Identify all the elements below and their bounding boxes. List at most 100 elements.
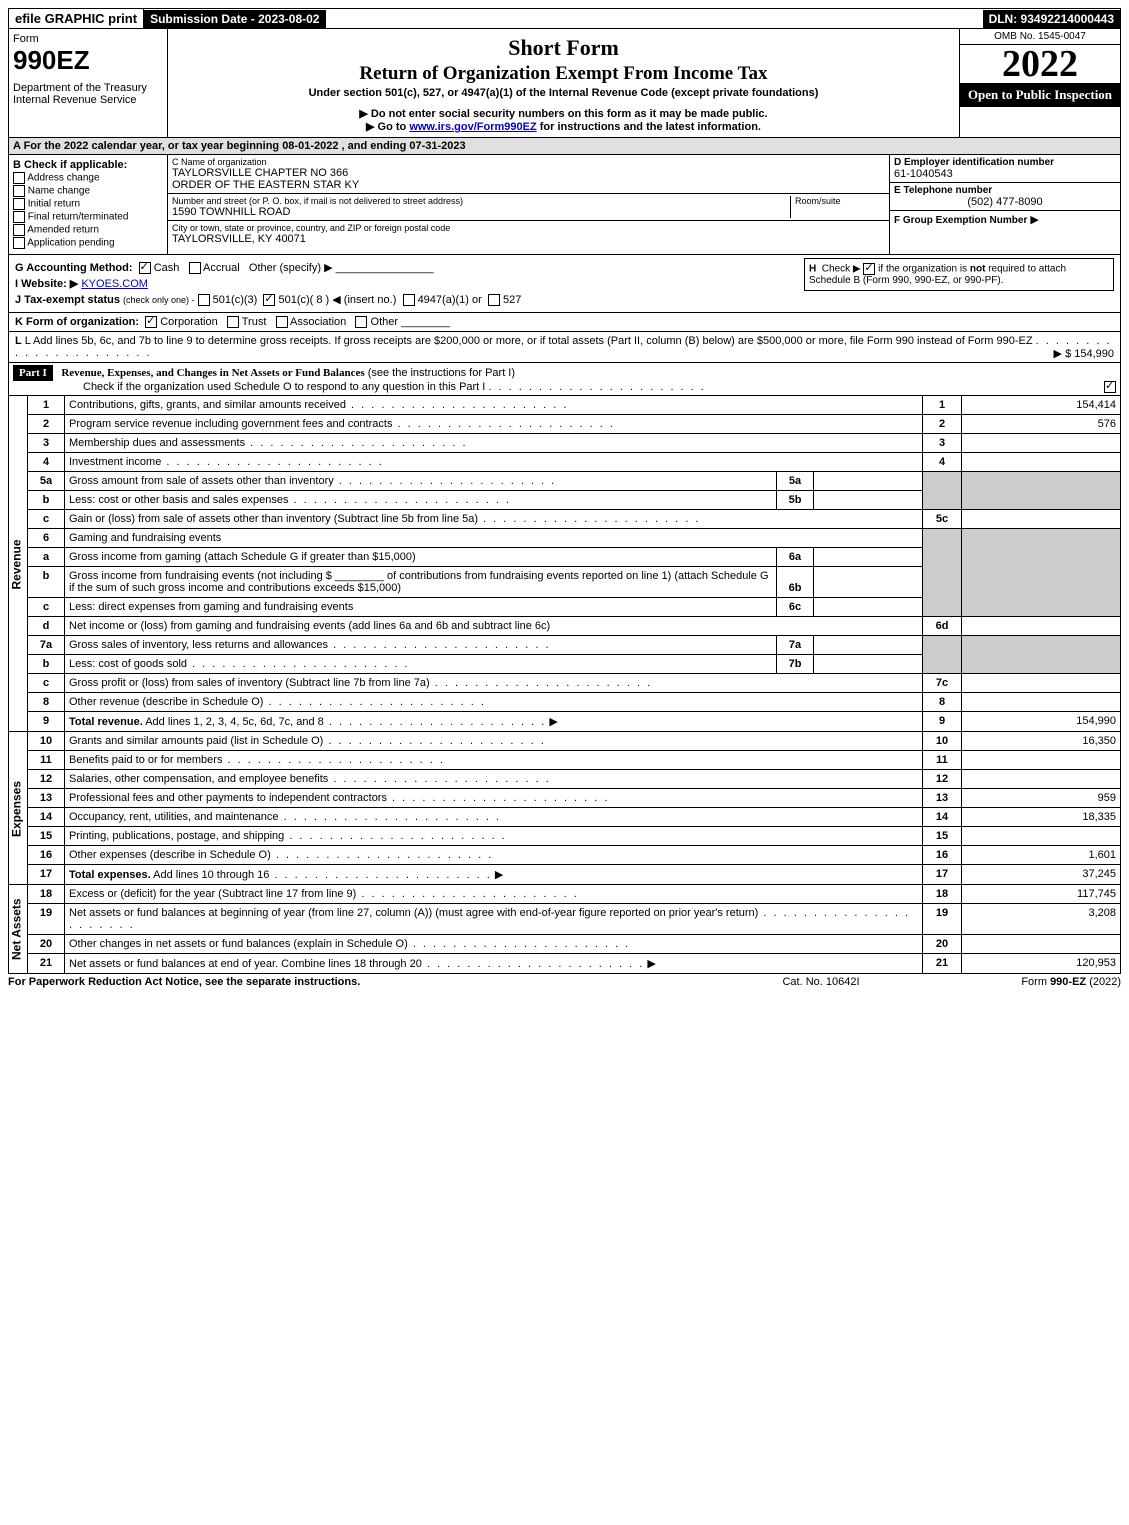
part-1-header: Part I Revenue, Expenses, and Changes in… [8, 363, 1121, 396]
line-6d-amt [962, 617, 1121, 636]
check-amended[interactable]: Amended return [13, 224, 163, 236]
check-corp[interactable] [145, 316, 157, 328]
line-2-col: 2 [923, 415, 962, 434]
line-12-amt [962, 770, 1121, 789]
efile-print-link[interactable]: efile GRAPHIC print [9, 9, 144, 28]
grey-6 [923, 529, 962, 617]
line-5a-desc: Gross amount from sale of assets other t… [69, 475, 334, 487]
org-info-block: B Check if applicable: Address change Na… [8, 155, 1121, 255]
line-5b-mid: 5b [777, 491, 814, 510]
line-8-num: 8 [28, 693, 65, 712]
line-20-amt [962, 935, 1121, 954]
form-label: Form [13, 33, 163, 45]
line-11-desc: Benefits paid to or for members [69, 754, 222, 766]
check-initial-return[interactable]: Initial return [13, 198, 163, 210]
line-7c-amt [962, 674, 1121, 693]
line-7b-num: b [28, 655, 65, 674]
line-18-num: 18 [28, 885, 65, 904]
line-15-desc: Printing, publications, postage, and shi… [69, 830, 284, 842]
line-13-amt: 959 [962, 789, 1121, 808]
subtitle: Under section 501(c), 527, or 4947(a)(1)… [172, 87, 955, 99]
open-inspection-badge: Open to Public Inspection [960, 83, 1120, 107]
check-501c3[interactable] [198, 294, 210, 306]
line-16-amt: 1,601 [962, 846, 1121, 865]
line-6b-num: b [28, 567, 65, 598]
line-9-amt: 154,990 [962, 712, 1121, 732]
website-link[interactable]: KYOES.COM [81, 278, 148, 290]
line-5c-num: c [28, 510, 65, 529]
line-19-desc: Net assets or fund balances at beginning… [69, 907, 758, 919]
line-2-amt: 576 [962, 415, 1121, 434]
phone-value: (502) 477-8090 [894, 196, 1116, 208]
line-11-amt [962, 751, 1121, 770]
line-9-desc: Total revenue. [69, 716, 143, 728]
check-527[interactable] [488, 294, 500, 306]
line-6b-mid: 6b [777, 567, 814, 598]
line-6c-mid: 6c [777, 598, 814, 617]
line-2-num: 2 [28, 415, 65, 434]
org-name-label: C Name of organization [172, 157, 885, 167]
room-label: Room/suite [795, 196, 885, 206]
line-14-amt: 18,335 [962, 808, 1121, 827]
grey-5 [923, 472, 962, 510]
line-17-num: 17 [28, 865, 65, 885]
line-10-col: 10 [923, 732, 962, 751]
check-pending[interactable]: Application pending [13, 237, 163, 249]
line-19-num: 19 [28, 904, 65, 935]
line-4-col: 4 [923, 453, 962, 472]
line-k: K Form of organization: Corporation Trus… [8, 313, 1121, 332]
line-6c-midval [814, 598, 923, 617]
check-other-org[interactable] [355, 316, 367, 328]
check-final-return[interactable]: Final return/terminated [13, 211, 163, 223]
check-name-change[interactable]: Name change [13, 185, 163, 197]
check-accrual[interactable] [189, 262, 201, 274]
line-19-col: 19 [923, 904, 962, 935]
revenue-section-label: Revenue [9, 396, 28, 732]
line-9-num: 9 [28, 712, 65, 732]
check-schedule-o[interactable] [1104, 381, 1116, 393]
grey-7-amt [962, 636, 1121, 674]
line-7c-num: c [28, 674, 65, 693]
line-20-col: 20 [923, 935, 962, 954]
check-501c[interactable] [263, 294, 275, 306]
line-11-num: 11 [28, 751, 65, 770]
grey-7 [923, 636, 962, 674]
grey-5-amt [962, 472, 1121, 510]
line-10-desc: Grants and similar amounts paid (list in… [69, 735, 323, 747]
line-11-col: 11 [923, 751, 962, 770]
line-5b-midval [814, 491, 923, 510]
check-trust[interactable] [227, 316, 239, 328]
catalog-number: Cat. No. 10642I [721, 976, 921, 988]
org-name-2: ORDER OF THE EASTERN STAR KY [172, 179, 885, 191]
check-address-change[interactable]: Address change [13, 172, 163, 184]
line-15-amt [962, 827, 1121, 846]
line-14-col: 14 [923, 808, 962, 827]
line-6d-desc: Net income or (loss) from gaming and fun… [69, 620, 550, 632]
line-5b-num: b [28, 491, 65, 510]
check-4947[interactable] [403, 294, 415, 306]
submission-date: Submission Date - 2023-08-02 [144, 10, 326, 28]
org-name-1: TAYLORSVILLE CHAPTER NO 366 [172, 167, 885, 179]
check-h[interactable] [863, 263, 875, 275]
dept-treasury: Department of the Treasury [13, 82, 163, 94]
irs-link[interactable]: www.irs.gov/Form990EZ [409, 121, 536, 133]
line-15-num: 15 [28, 827, 65, 846]
line-7a-mid: 7a [777, 636, 814, 655]
form-number: 990EZ [13, 45, 163, 76]
check-cash[interactable] [139, 262, 151, 274]
line-6d-col: 6d [923, 617, 962, 636]
line-4-num: 4 [28, 453, 65, 472]
line-18-amt: 117,745 [962, 885, 1121, 904]
top-bar: efile GRAPHIC print Submission Date - 20… [8, 8, 1121, 29]
line-3-amt [962, 434, 1121, 453]
check-assoc[interactable] [276, 316, 288, 328]
line-21-col: 21 [923, 954, 962, 974]
line-15-col: 15 [923, 827, 962, 846]
year-block: OMB No. 1545-0047 2022 Open to Public In… [959, 29, 1120, 137]
line-12-col: 12 [923, 770, 962, 789]
line-5a-mid: 5a [777, 472, 814, 491]
ein-label: D Employer identification number [894, 157, 1116, 168]
section-g-to-l: H Check ▶ if the organization is not req… [8, 255, 1121, 313]
part-1-check-line: Check if the organization used Schedule … [83, 381, 485, 393]
line-6a-midval [814, 548, 923, 567]
